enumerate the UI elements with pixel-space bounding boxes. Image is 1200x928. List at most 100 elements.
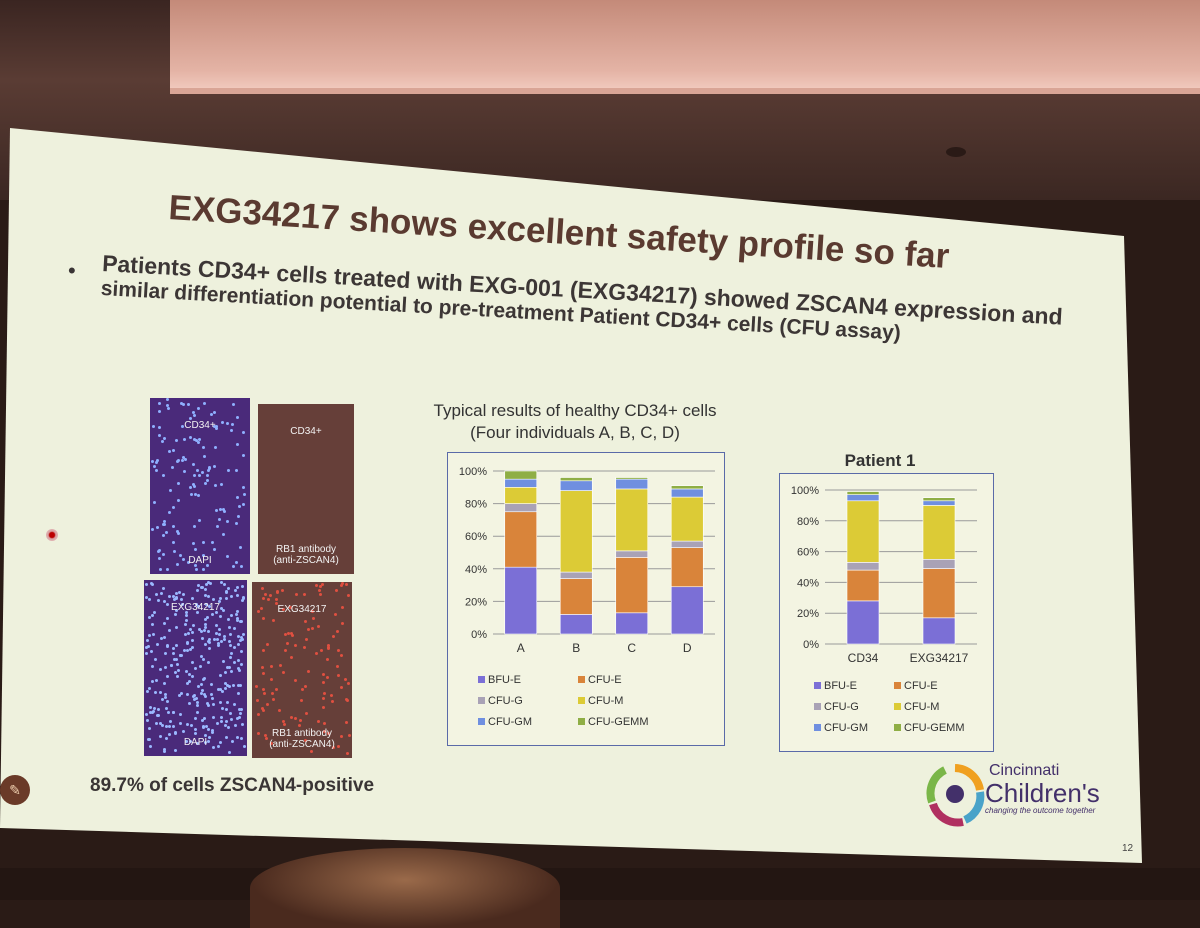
cell-dot	[241, 584, 245, 588]
cell-dot	[218, 614, 222, 618]
cell-dot	[205, 603, 209, 607]
logo-text: Cincinnati Children's changing the outco…	[985, 762, 1100, 815]
cell-dot	[269, 594, 273, 598]
cell-dot	[181, 730, 185, 734]
cell-dot	[193, 473, 197, 477]
cell-dot	[157, 409, 161, 413]
cell-dot	[345, 583, 349, 587]
cell-dot	[162, 519, 166, 523]
panel-label-bottom: RB1 antibody (anti-ZSCAN4)	[252, 728, 352, 750]
cell-dot	[265, 702, 269, 706]
chart1-title-line-2: (Four individuals A, B, C, D)	[470, 423, 680, 442]
cell-dot	[255, 699, 259, 703]
cell-dot	[175, 662, 179, 666]
cell-dot	[212, 465, 216, 469]
cell-dot	[203, 481, 207, 485]
cell-dot	[226, 618, 230, 622]
cell-dot	[169, 488, 173, 492]
bar-segment-cfu-g	[922, 559, 956, 569]
cell-dot	[336, 664, 340, 668]
cell-dot	[221, 508, 225, 512]
cell-dot	[278, 708, 282, 712]
bar-segment-bfu-e	[922, 617, 956, 645]
cell-dot	[260, 607, 264, 611]
cell-dot	[184, 613, 188, 617]
cell-dot	[274, 602, 278, 606]
cell-dot	[222, 510, 226, 514]
cell-dot	[274, 687, 278, 691]
cell-dot	[239, 638, 243, 642]
cell-dot	[219, 581, 223, 585]
cell-dot	[151, 709, 155, 713]
cell-dot	[200, 637, 204, 641]
cell-dot	[305, 638, 309, 642]
cell-dot	[199, 585, 203, 589]
cell-dot	[150, 459, 154, 463]
cell-dot	[158, 568, 162, 572]
cell-dot	[240, 707, 244, 711]
cell-dot	[145, 719, 149, 723]
cell-dot	[179, 554, 183, 558]
cell-dot	[320, 649, 324, 653]
cell-dot	[216, 641, 220, 645]
cell-dot	[216, 643, 220, 647]
cell-dot	[207, 704, 211, 708]
cell-dot	[163, 636, 167, 640]
cell-dot	[300, 688, 304, 692]
cell-dot	[266, 642, 270, 646]
y-tick-label: 40%	[797, 577, 819, 589]
cell-dot	[266, 598, 270, 602]
y-tick-label: 80%	[465, 499, 487, 511]
bar-segment-cfu-e	[922, 568, 956, 619]
legend-label: CFU-M	[588, 695, 623, 707]
cell-dot	[337, 673, 341, 677]
cell-dot	[229, 613, 233, 617]
cell-dot	[147, 634, 151, 638]
cell-dot	[187, 673, 191, 677]
cell-dot	[174, 644, 178, 648]
cell-dot	[228, 640, 232, 644]
cell-dot	[197, 584, 201, 588]
cell-dot	[202, 454, 206, 458]
bar-segment-cfu-gm	[846, 494, 880, 502]
cell-dot	[242, 745, 246, 749]
cell-dot	[185, 739, 189, 743]
cell-dot	[214, 425, 218, 429]
cell-dot	[234, 612, 238, 616]
cell-dot	[184, 610, 188, 614]
cell-dot	[186, 692, 190, 696]
cell-dot	[194, 697, 198, 701]
cell-dot	[161, 552, 165, 556]
cell-dot	[158, 434, 162, 438]
cell-dot	[335, 589, 339, 593]
cell-dot	[145, 582, 149, 586]
cell-dot	[311, 617, 315, 621]
cell-dot	[236, 735, 240, 739]
cell-dot	[166, 567, 170, 571]
panel-label-bottom: RB1 antibody (anti-ZSCAN4)	[258, 544, 354, 566]
x-tick-label: CD34	[848, 651, 879, 665]
cell-dot	[260, 586, 264, 590]
cell-dot	[150, 711, 154, 715]
cell-dot	[186, 560, 190, 564]
cell-dot	[179, 722, 183, 726]
y-tick-label: 40%	[465, 564, 487, 576]
cell-dot	[217, 518, 221, 521]
cell-dot	[161, 474, 165, 478]
cell-dot	[242, 596, 246, 600]
slide: EXG34217 shows excellent safety profile …	[68, 188, 1133, 854]
bar-segment-bfu-e	[504, 566, 538, 635]
cell-dot	[284, 648, 288, 652]
bar-segment-cfu-g	[615, 550, 649, 558]
cell-dot	[237, 716, 241, 720]
cell-dot	[241, 430, 245, 434]
bar-segment-cfu-gm	[615, 478, 649, 490]
y-tick-label: 80%	[797, 516, 819, 528]
cell-dot	[147, 644, 151, 648]
cell-dot	[243, 493, 247, 497]
cell-dot	[162, 600, 166, 604]
cell-dot	[175, 592, 179, 596]
cell-dot	[200, 682, 204, 686]
cell-dot	[317, 588, 321, 592]
pen-icon[interactable]: ✎	[0, 775, 30, 805]
